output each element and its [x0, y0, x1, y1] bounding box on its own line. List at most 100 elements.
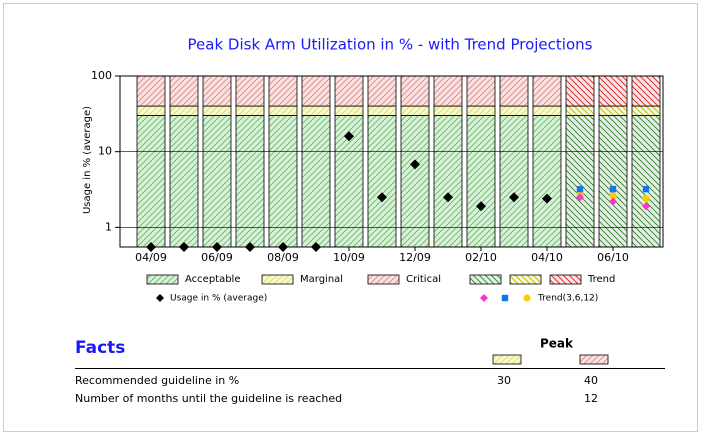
trend-point	[642, 194, 650, 203]
bar-segment	[367, 75, 397, 107]
x-tick-label: 04/09	[135, 251, 167, 264]
legend-label: Critical	[406, 274, 441, 285]
bar-segment	[598, 115, 628, 248]
bar-segment	[532, 115, 562, 248]
x-tick-label: 06/09	[201, 251, 233, 264]
facts-row-label: Number of months until the guideline is …	[75, 392, 342, 405]
bar-segment	[334, 105, 364, 116]
x-tick-label: 08/09	[267, 251, 299, 264]
legend-marker	[523, 294, 531, 302]
legend-label: Marginal	[300, 274, 343, 285]
trend-point	[609, 197, 617, 206]
bar-segment	[235, 75, 265, 107]
bar-segment	[598, 105, 628, 116]
bar-segment	[202, 75, 232, 107]
usage-point	[179, 242, 189, 252]
legend-label: Trend(3,6,12)	[537, 294, 598, 304]
usage-point	[476, 201, 486, 212]
facts-swatch	[492, 354, 522, 365]
legend-marker	[480, 294, 488, 302]
y-tick-label: 100	[91, 69, 112, 82]
bar-segment	[169, 105, 199, 116]
bar-segment	[565, 105, 595, 116]
bar-segment	[433, 105, 463, 116]
usage-point	[443, 192, 453, 203]
bar-segment	[565, 115, 595, 248]
legend-swatch	[367, 274, 400, 285]
bar-segment	[202, 105, 232, 116]
bar-segment	[301, 75, 331, 107]
bar-segment	[235, 115, 265, 248]
legend-swatch	[261, 274, 294, 285]
bar-segment	[466, 105, 496, 116]
chart-title: Peak Disk Arm Utilization in % - with Tr…	[188, 36, 593, 54]
bar-segment	[136, 105, 166, 116]
usage-point	[212, 242, 222, 252]
usage-point	[311, 242, 321, 252]
usage-point	[146, 242, 156, 252]
bar-segment	[136, 75, 166, 107]
facts-column: Peak	[540, 337, 574, 351]
bar-segment	[169, 75, 199, 107]
bar-segment	[433, 75, 463, 107]
bar-segment	[499, 115, 529, 248]
y-axis-label: Usage in % (average)	[82, 106, 93, 214]
x-tick-label: 06/10	[597, 251, 629, 264]
usage-point	[245, 242, 255, 252]
facts-value: 12	[584, 392, 598, 405]
bar-segment	[466, 115, 496, 248]
bar-segment	[268, 115, 298, 248]
y-tick-label: 1	[105, 220, 112, 233]
bar-segment	[466, 75, 496, 107]
usage-point	[344, 131, 354, 142]
bar-segment	[235, 105, 265, 116]
usage-point	[377, 192, 387, 203]
bar-segment	[367, 105, 397, 116]
bar-segment	[499, 105, 529, 116]
legend-marker	[156, 294, 164, 302]
x-tick-label: 04/10	[531, 251, 563, 264]
legend-swatch	[146, 274, 179, 285]
bar-segment	[565, 75, 595, 107]
bar-segment	[598, 75, 628, 107]
facts-value: 30	[497, 374, 511, 387]
legend-marker	[501, 294, 509, 302]
facts-value: 40	[584, 374, 598, 387]
legend-swatch	[509, 274, 542, 285]
trend-point	[642, 202, 650, 211]
trend-point	[576, 185, 584, 193]
usage-point	[509, 192, 519, 203]
bar-segment	[499, 75, 529, 107]
usage-point	[410, 159, 420, 170]
bar-segment	[268, 75, 298, 107]
bar-segment	[532, 105, 562, 116]
bar-segment	[334, 75, 364, 107]
trend-point	[642, 185, 650, 193]
bar-segment	[631, 75, 661, 107]
y-tick-label: 10	[98, 145, 112, 158]
bar-segment	[532, 75, 562, 107]
bar-segment	[301, 115, 331, 248]
bar-segment	[301, 105, 331, 116]
x-tick-label: 12/09	[399, 251, 431, 264]
bar-segment	[631, 105, 661, 116]
trend-point	[576, 193, 584, 202]
bar-segment	[268, 105, 298, 116]
bar-segment	[169, 115, 199, 248]
legend-label: Acceptable	[185, 274, 241, 285]
usage-point	[542, 193, 552, 204]
facts-title: Facts	[75, 338, 125, 358]
facts-row-label: Recommended guideline in %	[75, 374, 239, 387]
bar-segment	[136, 115, 166, 248]
legend-label: Usage in % (average)	[170, 294, 267, 304]
bar-segment	[400, 75, 430, 107]
x-tick-label: 10/09	[333, 251, 365, 264]
legend-swatch	[549, 274, 582, 285]
frame	[3, 3, 698, 432]
usage-point	[278, 242, 288, 252]
facts-swatch	[579, 354, 609, 365]
bar-segment	[202, 115, 232, 248]
bar-segment	[400, 105, 430, 116]
trend-point	[609, 192, 617, 200]
